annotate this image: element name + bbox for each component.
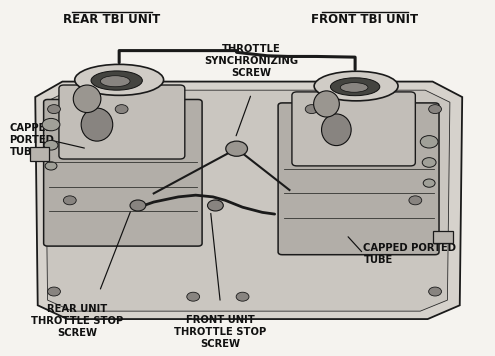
Circle shape xyxy=(130,200,146,211)
Circle shape xyxy=(207,200,223,211)
Ellipse shape xyxy=(314,71,398,101)
Circle shape xyxy=(305,105,318,114)
Text: FRONT UNIT
THROTTLE STOP
SCREW: FRONT UNIT THROTTLE STOP SCREW xyxy=(174,315,266,349)
FancyBboxPatch shape xyxy=(59,85,185,159)
Ellipse shape xyxy=(45,162,57,170)
Circle shape xyxy=(187,292,199,301)
Circle shape xyxy=(236,292,249,301)
Ellipse shape xyxy=(420,136,438,148)
Circle shape xyxy=(429,105,442,114)
Circle shape xyxy=(115,105,128,114)
Polygon shape xyxy=(35,82,462,319)
Ellipse shape xyxy=(75,64,163,95)
Text: REAR TBI UNIT: REAR TBI UNIT xyxy=(63,13,160,26)
Ellipse shape xyxy=(331,78,380,96)
Circle shape xyxy=(226,141,248,156)
Ellipse shape xyxy=(91,71,143,90)
Text: CAPPED
PORTED
TUBE: CAPPED PORTED TUBE xyxy=(9,123,54,157)
Bar xyxy=(433,231,453,244)
Ellipse shape xyxy=(100,76,130,87)
Ellipse shape xyxy=(314,91,339,117)
Ellipse shape xyxy=(81,108,113,141)
Ellipse shape xyxy=(44,140,58,150)
Ellipse shape xyxy=(423,179,435,187)
Polygon shape xyxy=(45,90,450,311)
Circle shape xyxy=(429,287,442,296)
FancyBboxPatch shape xyxy=(44,99,202,246)
FancyBboxPatch shape xyxy=(292,92,415,166)
Ellipse shape xyxy=(322,114,351,146)
Circle shape xyxy=(409,196,422,205)
Ellipse shape xyxy=(73,85,101,112)
Text: CAPPED PORTED
TUBE: CAPPED PORTED TUBE xyxy=(363,243,456,265)
Text: THROTTLE
SYNCHRONIZING
SCREW: THROTTLE SYNCHRONIZING SCREW xyxy=(204,44,298,78)
Circle shape xyxy=(48,105,60,114)
Text: REAR UNIT
THROTTLE STOP
SCREW: REAR UNIT THROTTLE STOP SCREW xyxy=(31,304,123,338)
Ellipse shape xyxy=(340,83,368,92)
Bar xyxy=(30,147,49,161)
Text: FRONT TBI UNIT: FRONT TBI UNIT xyxy=(311,13,419,26)
Circle shape xyxy=(48,287,60,296)
Ellipse shape xyxy=(422,158,436,167)
Circle shape xyxy=(63,196,76,205)
Ellipse shape xyxy=(42,119,60,131)
FancyBboxPatch shape xyxy=(278,103,439,255)
